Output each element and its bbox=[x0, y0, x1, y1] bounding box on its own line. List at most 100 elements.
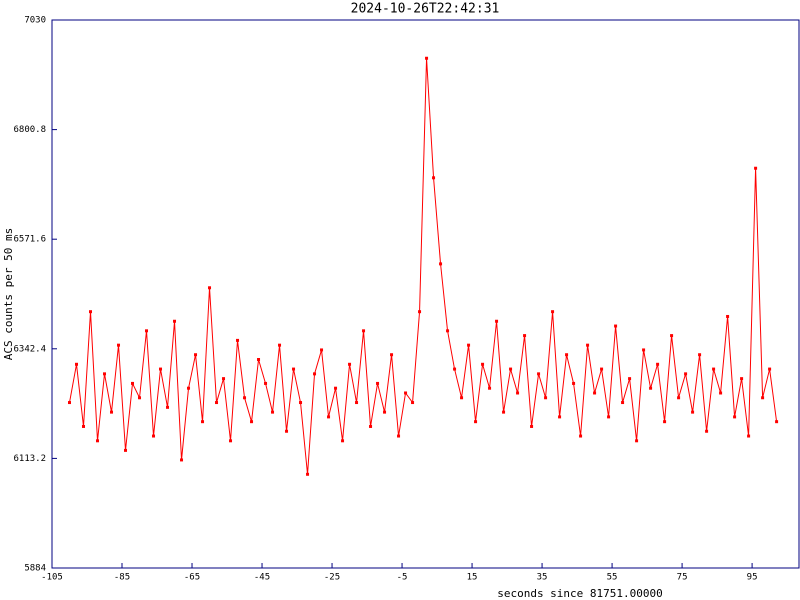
data-point bbox=[691, 410, 695, 414]
data-point bbox=[621, 401, 625, 405]
data-point bbox=[600, 367, 604, 371]
plot-frame bbox=[51, 19, 800, 569]
x-tick-label: -25 bbox=[324, 573, 340, 583]
data-point bbox=[313, 372, 317, 376]
data-point bbox=[467, 343, 471, 347]
data-point bbox=[110, 410, 114, 414]
data-point bbox=[446, 329, 450, 333]
data-point bbox=[747, 434, 751, 438]
data-point bbox=[208, 286, 212, 290]
data-point bbox=[215, 401, 219, 405]
data-point bbox=[572, 381, 576, 385]
chart-title: 2024-10-26T22:42:31 bbox=[351, 2, 500, 17]
data-point bbox=[166, 405, 170, 409]
data-point bbox=[460, 396, 464, 400]
x-tick-label: 35 bbox=[537, 573, 548, 583]
x-tick-label: -45 bbox=[254, 573, 270, 583]
data-point bbox=[439, 262, 443, 266]
data-point bbox=[761, 396, 765, 400]
data-point bbox=[649, 386, 653, 390]
data-point bbox=[348, 362, 352, 366]
data-point bbox=[236, 338, 240, 342]
data-point bbox=[565, 353, 569, 357]
data-point bbox=[719, 391, 723, 395]
data-point bbox=[383, 410, 387, 414]
data-point bbox=[558, 415, 562, 419]
data-point bbox=[614, 324, 618, 328]
data-point bbox=[103, 372, 107, 376]
data-point bbox=[96, 439, 100, 443]
data-point bbox=[670, 334, 674, 338]
data-point bbox=[229, 439, 233, 443]
data-point bbox=[327, 415, 331, 419]
data-point bbox=[733, 415, 737, 419]
data-point bbox=[117, 343, 121, 347]
data-point bbox=[278, 343, 282, 347]
data-point bbox=[285, 429, 289, 433]
data-point bbox=[495, 319, 499, 323]
data-point bbox=[397, 434, 401, 438]
data-point bbox=[180, 458, 184, 462]
data-point bbox=[264, 381, 268, 385]
data-point bbox=[173, 319, 177, 323]
data-point bbox=[159, 367, 163, 371]
data-point bbox=[369, 424, 373, 428]
data-point bbox=[579, 434, 583, 438]
x-tick-label: -5 bbox=[397, 573, 408, 583]
data-point bbox=[754, 166, 758, 170]
data-point bbox=[656, 362, 660, 366]
data-point bbox=[551, 310, 555, 314]
data-point bbox=[418, 310, 422, 314]
data-point bbox=[712, 367, 716, 371]
x-tick-label: 55 bbox=[607, 573, 618, 583]
data-point bbox=[586, 343, 590, 347]
data-point bbox=[740, 377, 744, 381]
data-point bbox=[768, 367, 772, 371]
y-tick-label: 6342.4 bbox=[13, 344, 46, 354]
data-point bbox=[82, 424, 86, 428]
series-line bbox=[69, 58, 778, 475]
data-point bbox=[474, 420, 478, 424]
x-tick-label: -65 bbox=[184, 573, 200, 583]
x-tick-label: 95 bbox=[747, 573, 758, 583]
data-point bbox=[635, 439, 639, 443]
data-point bbox=[152, 434, 156, 438]
data-point bbox=[68, 401, 72, 405]
data-point bbox=[775, 420, 779, 424]
data-point bbox=[537, 372, 541, 376]
data-point bbox=[404, 391, 408, 395]
data-point bbox=[453, 367, 457, 371]
data-point bbox=[201, 420, 205, 424]
x-tick-label: -85 bbox=[114, 573, 130, 583]
data-point bbox=[677, 396, 681, 400]
data-point bbox=[432, 176, 436, 180]
data-point bbox=[194, 353, 198, 357]
data-point bbox=[334, 386, 338, 390]
data-point bbox=[250, 420, 254, 424]
y-tick-label: 7030 bbox=[24, 16, 46, 26]
data-point bbox=[257, 358, 261, 362]
data-point bbox=[628, 377, 632, 381]
data-point bbox=[390, 353, 394, 357]
data-point bbox=[705, 429, 709, 433]
data-point bbox=[376, 381, 380, 385]
data-point bbox=[502, 410, 506, 414]
data-point bbox=[544, 396, 548, 400]
y-tick-label: 6113.2 bbox=[13, 454, 46, 464]
data-point bbox=[271, 410, 275, 414]
data-point bbox=[320, 348, 324, 352]
data-point bbox=[488, 386, 492, 390]
data-point bbox=[145, 329, 149, 333]
data-point bbox=[75, 362, 79, 366]
y-tick-label: 6571.6 bbox=[13, 235, 46, 245]
data-point bbox=[516, 391, 520, 395]
y-tick-label: 5884 bbox=[24, 564, 46, 574]
data-point bbox=[89, 310, 93, 314]
data-point bbox=[243, 396, 247, 400]
data-point bbox=[425, 56, 429, 60]
x-tick-label: 75 bbox=[677, 573, 688, 583]
x-tick-label: 15 bbox=[467, 573, 478, 583]
data-point bbox=[607, 415, 611, 419]
